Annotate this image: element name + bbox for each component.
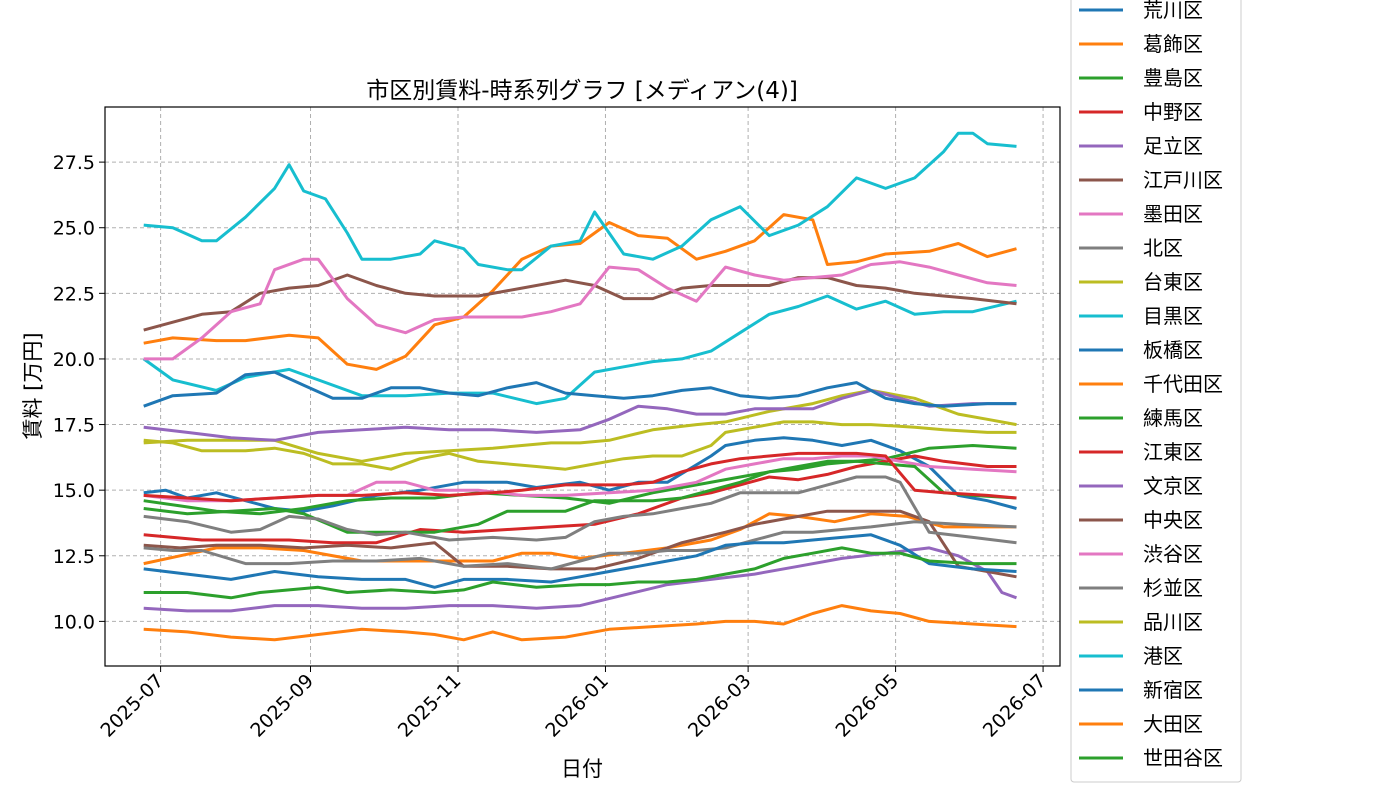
series-line bbox=[143, 436, 1017, 513]
legend-label: 荒川区 bbox=[1143, 0, 1203, 22]
series-line bbox=[143, 420, 1017, 471]
legend-label: 江東区 bbox=[1143, 440, 1203, 464]
legend-label: 大田区 bbox=[1143, 712, 1203, 736]
y-tick-label: 15.0 bbox=[53, 480, 95, 502]
y-tick-label: 25.0 bbox=[53, 218, 95, 240]
legend-label: 墨田区 bbox=[1143, 202, 1203, 226]
legend-label: 渋谷区 bbox=[1143, 542, 1203, 566]
chart-title: 市区別賃料-時系列グラフ [メディアン(4)] bbox=[366, 78, 798, 104]
series-line bbox=[143, 475, 1017, 545]
y-tick-label: 17.5 bbox=[53, 415, 95, 437]
y-tick-label: 22.5 bbox=[53, 283, 95, 305]
legend-label: 文京区 bbox=[1143, 474, 1203, 498]
y-axis-title: 賃料 [万円] bbox=[21, 332, 45, 439]
legend-box bbox=[1070, 0, 1242, 783]
series-line bbox=[143, 533, 1017, 589]
x-tick-label: 2025-11 bbox=[394, 670, 466, 742]
series-line bbox=[143, 213, 1017, 371]
legend-label: 江戸川区 bbox=[1143, 168, 1223, 192]
series-line bbox=[143, 520, 1017, 571]
grid bbox=[105, 107, 1060, 666]
y-tick-label: 20.0 bbox=[53, 349, 95, 371]
x-axis: 2025-07 2025-09 2025-11 2026-01 2026-03 2026-… bbox=[96, 666, 1051, 742]
legend-label: 練馬区 bbox=[1143, 406, 1203, 430]
series-line bbox=[143, 546, 1018, 613]
x-axis-title: 日付 bbox=[561, 757, 603, 781]
x-tick-label: 2026-05 bbox=[831, 670, 903, 742]
x-tick-label: 2026-07 bbox=[979, 670, 1051, 742]
legend-label: 港区 bbox=[1143, 644, 1183, 668]
series-line bbox=[143, 546, 1017, 600]
series-line bbox=[143, 604, 1017, 642]
legend-label: 足立区 bbox=[1143, 134, 1203, 158]
legend-label: 中央区 bbox=[1143, 508, 1203, 532]
x-tick-label: 2025-07 bbox=[96, 670, 168, 742]
legend-label: 新宿区 bbox=[1143, 678, 1203, 702]
series-line bbox=[143, 509, 1017, 579]
legend: 荒川区葛飾区豊島区中野区足立区江戸川区墨田区北区台東区目黒区板橋区千代田区練馬区… bbox=[1070, 0, 1242, 783]
series-line bbox=[143, 131, 1017, 272]
legend-label: 杉並区 bbox=[1143, 576, 1203, 600]
legend-label: 板橋区 bbox=[1143, 338, 1203, 362]
plot-area bbox=[104, 106, 1061, 667]
legend-label: 豊島区 bbox=[1143, 66, 1203, 90]
x-tick-label: 2026-03 bbox=[684, 670, 756, 742]
legend-label: 世田谷区 bbox=[1143, 746, 1223, 770]
legend-label: 中野区 bbox=[1143, 100, 1203, 124]
y-axis: 10.0 12.5 15.0 17.5 20.0 22.5 25.0 27.5 bbox=[53, 152, 105, 633]
legend-label: 北区 bbox=[1143, 236, 1183, 260]
y-tick-label: 10.0 bbox=[53, 611, 95, 633]
legend-label: 葛飾区 bbox=[1143, 32, 1203, 56]
series-line bbox=[142, 294, 1017, 406]
series-line bbox=[143, 257, 1017, 361]
legend-label: 台東区 bbox=[1143, 270, 1203, 294]
legend-label: 目黒区 bbox=[1143, 304, 1203, 328]
x-tick-label: 2026-01 bbox=[541, 670, 613, 742]
y-tick-label: 27.5 bbox=[53, 152, 95, 174]
series-line bbox=[143, 370, 1017, 408]
series-lines bbox=[142, 131, 1018, 642]
x-tick-label: 2025-09 bbox=[246, 670, 318, 742]
legend-label: 千代田区 bbox=[1143, 372, 1223, 396]
y-tick-label: 12.5 bbox=[53, 546, 95, 568]
legend-label: 品川区 bbox=[1143, 610, 1203, 634]
series-line bbox=[143, 451, 1017, 503]
